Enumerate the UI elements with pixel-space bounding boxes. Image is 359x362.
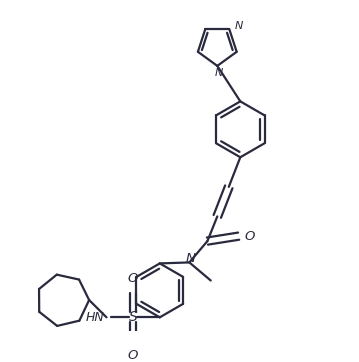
Text: O: O [244, 230, 255, 243]
Text: N: N [215, 68, 223, 77]
Text: O: O [128, 273, 138, 286]
Text: N: N [235, 21, 243, 31]
Text: N: N [186, 252, 196, 265]
Text: S: S [129, 310, 137, 324]
Text: O: O [128, 349, 138, 362]
Text: HN: HN [86, 311, 105, 324]
